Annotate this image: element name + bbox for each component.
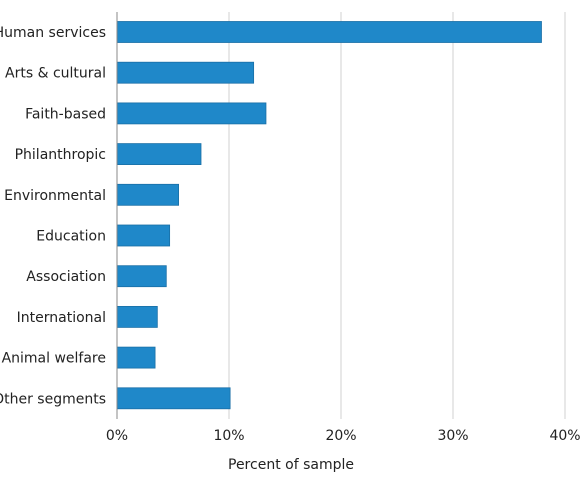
category-labels: Human services Arts & cultural Faith-based… — [0, 25, 106, 407]
category-label-international: International — [17, 310, 106, 326]
category-label-other-segments: Other segments — [0, 391, 106, 407]
category-label-philanthropic: Philanthropic — [15, 147, 106, 163]
x-tick-labels: 0% 10% 20% 30% 40% — [106, 428, 580, 444]
bar-environmental — [116, 183, 179, 206]
gridlines — [228, 12, 566, 419]
bar-arts-cultural — [116, 61, 255, 84]
x-tick-label-40: 40% — [549, 428, 580, 444]
bar-international — [116, 305, 158, 328]
bar-other-segments — [116, 387, 231, 410]
category-label-arts-cultural: Arts & cultural — [5, 66, 106, 82]
bar-association — [116, 265, 167, 288]
bars — [116, 21, 542, 410]
category-label-animal-welfare: Animal welfare — [2, 351, 106, 367]
bar-animal-welfare — [116, 346, 156, 369]
bar-education — [116, 224, 171, 247]
x-tick-label-30: 30% — [437, 428, 468, 444]
bar-philanthropic — [116, 143, 202, 166]
category-label-environmental: Environmental — [4, 188, 106, 204]
category-label-human-services: Human services — [0, 25, 106, 41]
x-tick-label-10: 10% — [213, 428, 244, 444]
category-label-association: Association — [26, 269, 106, 285]
category-label-faith-based: Faith-based — [25, 106, 106, 122]
x-tick-label-0: 0% — [106, 428, 128, 444]
category-label-education: Education — [36, 229, 106, 245]
bar-human-services — [116, 21, 542, 43]
bar-faith-based — [116, 102, 267, 125]
x-tick-label-20: 20% — [325, 428, 356, 444]
x-axis-label: Percent of sample — [228, 457, 354, 473]
